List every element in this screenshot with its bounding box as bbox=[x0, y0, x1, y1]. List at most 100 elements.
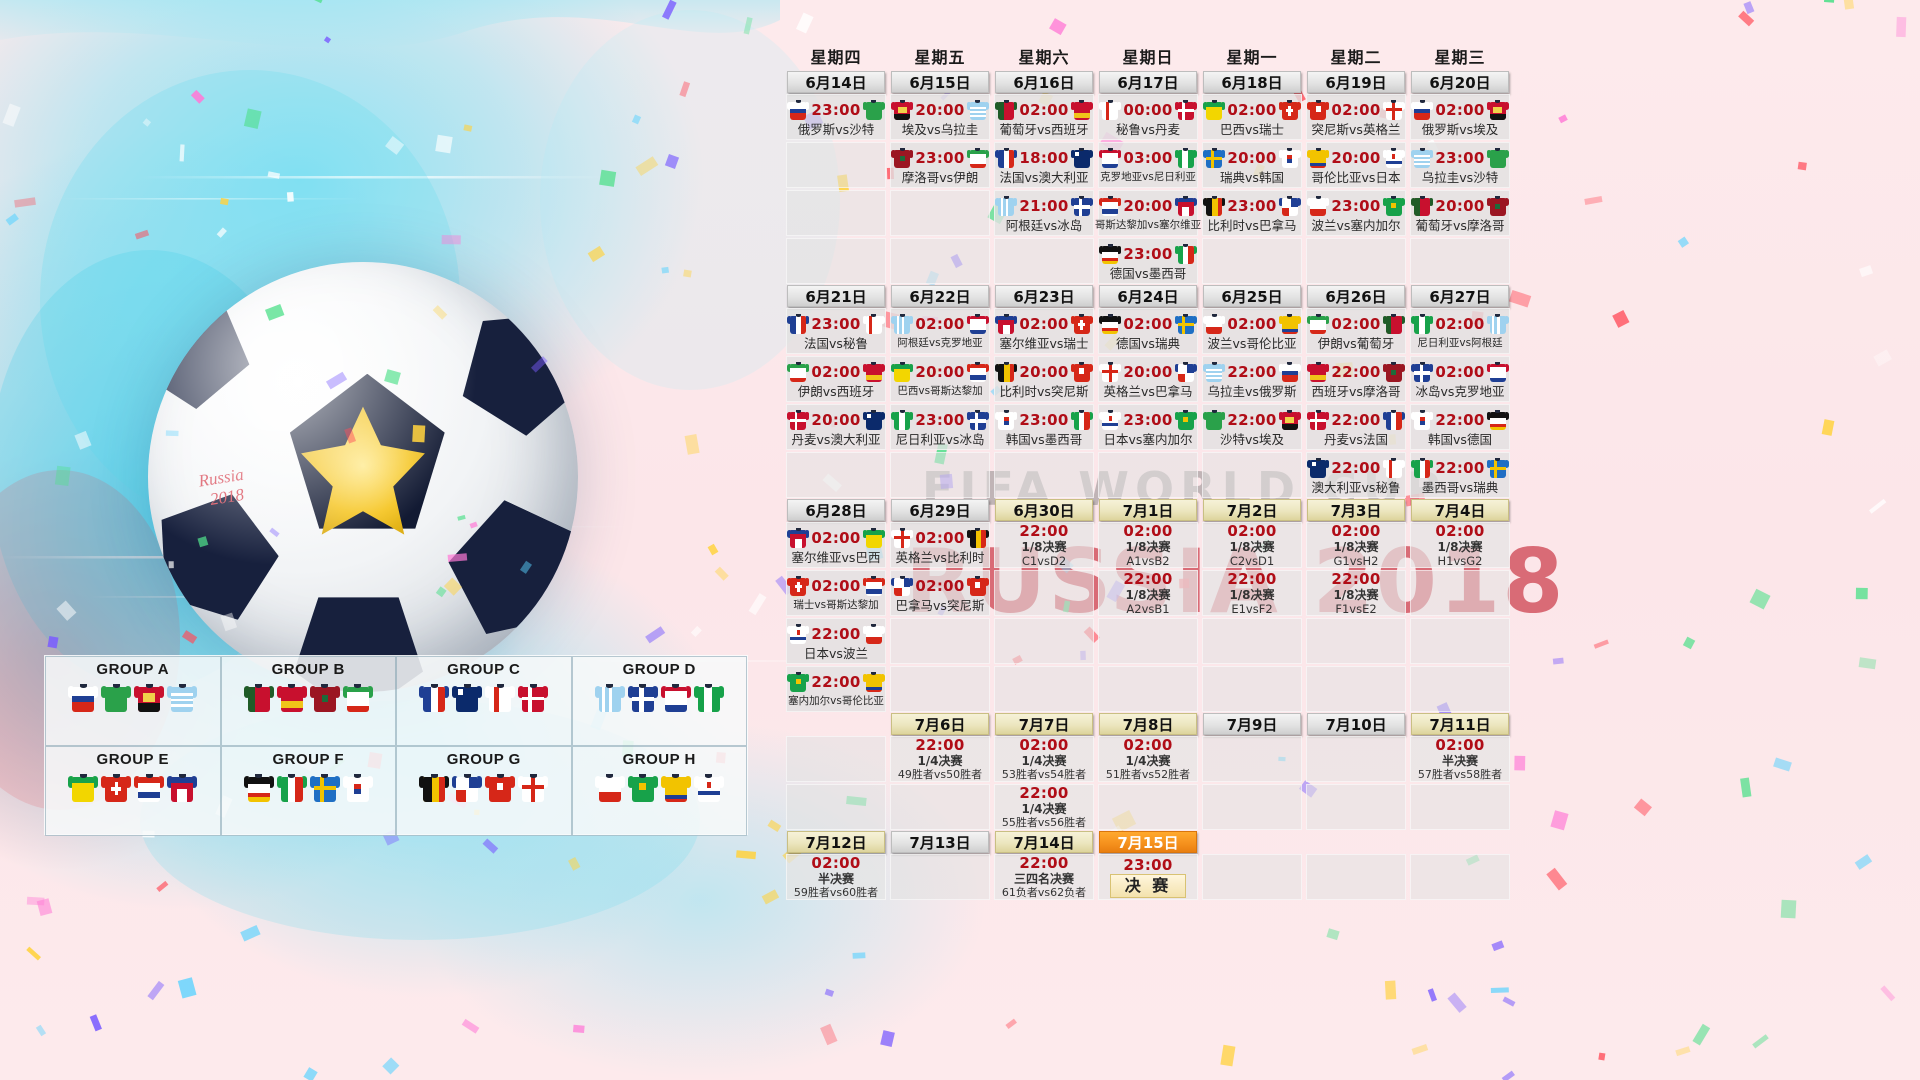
date-chip[interactable]: 6月16日 bbox=[995, 71, 1093, 93]
knockout-match[interactable]: 02:00 1/8决赛 C2vsD1 bbox=[1202, 522, 1302, 568]
group-match[interactable]: 02:00 塞尔维亚vs瑞士 bbox=[994, 308, 1094, 354]
group-match[interactable]: 23:00 乌拉圭vs沙特 bbox=[1410, 142, 1510, 188]
date-chip[interactable]: 7月12日 bbox=[787, 831, 885, 853]
final-match[interactable]: 23:00 决 赛 bbox=[1098, 854, 1198, 900]
group-box-b[interactable]: GROUP B bbox=[220, 656, 396, 746]
group-match[interactable]: 02:00 英格兰vs比利时 bbox=[890, 522, 990, 568]
group-match[interactable]: 02:00 塞尔维亚vs巴西 bbox=[786, 522, 886, 568]
date-chip[interactable]: 6月21日 bbox=[787, 285, 885, 307]
group-match[interactable]: 02:00 阿根廷vs克罗地亚 bbox=[890, 308, 990, 354]
group-match[interactable]: 02:00 波兰vs哥伦比亚 bbox=[1202, 308, 1302, 354]
date-chip[interactable]: 7月11日 bbox=[1411, 713, 1509, 735]
date-chip[interactable]: 7月13日 bbox=[891, 831, 989, 853]
group-match[interactable]: 22:00 沙特vs埃及 bbox=[1202, 404, 1302, 450]
group-match[interactable]: 20:00 巴西vs哥斯达黎加 bbox=[890, 356, 990, 402]
date-chip[interactable]: 7月15日 bbox=[1099, 831, 1197, 853]
knockout-match[interactable]: 22:00 1/8决赛 A2vsB1 bbox=[1098, 570, 1198, 616]
group-match[interactable]: 20:00 比利时vs突尼斯 bbox=[994, 356, 1094, 402]
date-chip[interactable]: 7月10日 bbox=[1307, 713, 1405, 735]
group-match[interactable]: 22:00 墨西哥vs瑞典 bbox=[1410, 452, 1510, 498]
group-match[interactable]: 23:00 韩国vs墨西哥 bbox=[994, 404, 1094, 450]
group-match[interactable]: 21:00 阿根廷vs冰岛 bbox=[994, 190, 1094, 236]
group-match[interactable]: 20:00 哥伦比亚vs日本 bbox=[1306, 142, 1406, 188]
group-box-h[interactable]: GROUP H bbox=[571, 746, 747, 836]
date-chip[interactable]: 7月3日 bbox=[1307, 499, 1405, 521]
group-match[interactable]: 02:00 巴拿马vs突尼斯 bbox=[890, 570, 990, 616]
knockout-match[interactable]: 22:00 三四名决赛 61负者vs62负者 bbox=[994, 854, 1094, 900]
group-match[interactable]: 18:00 法国vs澳大利亚 bbox=[994, 142, 1094, 188]
knockout-match[interactable]: 02:00 1/8决赛 H1vsG2 bbox=[1410, 522, 1510, 568]
group-match[interactable]: 23:00 比利时vs巴拿马 bbox=[1202, 190, 1302, 236]
date-chip[interactable]: 6月22日 bbox=[891, 285, 989, 307]
date-chip[interactable]: 6月25日 bbox=[1203, 285, 1301, 307]
group-match[interactable]: 22:00 丹麦vs法国 bbox=[1306, 404, 1406, 450]
knockout-match[interactable]: 02:00 1/8决赛 A1vsB2 bbox=[1098, 522, 1198, 568]
knockout-match[interactable]: 22:00 1/4决赛 55胜者vs56胜者 bbox=[994, 784, 1094, 830]
group-match[interactable]: 02:00 伊朗vs葡萄牙 bbox=[1306, 308, 1406, 354]
knockout-match[interactable]: 02:00 1/4决赛 53胜者vs54胜者 bbox=[994, 736, 1094, 782]
group-match[interactable]: 02:00 突尼斯vs英格兰 bbox=[1306, 94, 1406, 140]
group-match[interactable]: 02:00 瑞士vs哥斯达黎加 bbox=[786, 570, 886, 616]
group-match[interactable]: 02:00 伊朗vs西班牙 bbox=[786, 356, 886, 402]
date-chip[interactable]: 6月30日 bbox=[995, 499, 1093, 521]
knockout-match[interactable]: 02:00 半决赛 57胜者vs58胜者 bbox=[1410, 736, 1510, 782]
group-match[interactable]: 20:00 葡萄牙vs摩洛哥 bbox=[1410, 190, 1510, 236]
date-chip[interactable]: 6月14日 bbox=[787, 71, 885, 93]
group-match[interactable]: 22:00 乌拉圭vs俄罗斯 bbox=[1202, 356, 1302, 402]
date-chip[interactable]: 6月20日 bbox=[1411, 71, 1509, 93]
date-chip[interactable]: 6月15日 bbox=[891, 71, 989, 93]
date-chip[interactable]: 6月17日 bbox=[1099, 71, 1197, 93]
group-box-d[interactable]: GROUP D bbox=[571, 656, 747, 746]
knockout-match[interactable]: 02:00 1/4决赛 51胜者vs52胜者 bbox=[1098, 736, 1198, 782]
date-chip[interactable]: 7月2日 bbox=[1203, 499, 1301, 521]
knockout-match[interactable]: 02:00 半决赛 59胜者vs60胜者 bbox=[786, 854, 886, 900]
group-match[interactable]: 02:00 葡萄牙vs西班牙 bbox=[994, 94, 1094, 140]
date-chip[interactable]: 6月26日 bbox=[1307, 285, 1405, 307]
knockout-match[interactable]: 22:00 1/8决赛 E1vsF2 bbox=[1202, 570, 1302, 616]
group-match[interactable]: 23:00 法国vs秘鲁 bbox=[786, 308, 886, 354]
group-box-g[interactable]: GROUP G bbox=[396, 746, 572, 836]
date-chip[interactable]: 7月14日 bbox=[995, 831, 1093, 853]
group-match[interactable]: 23:00 摩洛哥vs伊朗 bbox=[890, 142, 990, 188]
date-chip[interactable]: 6月23日 bbox=[995, 285, 1093, 307]
group-match[interactable]: 02:00 巴西vs瑞士 bbox=[1202, 94, 1302, 140]
group-match[interactable]: 02:00 尼日利亚vs阿根廷 bbox=[1410, 308, 1510, 354]
group-match[interactable]: 22:00 西班牙vs摩洛哥 bbox=[1306, 356, 1406, 402]
group-match[interactable]: 00:00 秘鲁vs丹麦 bbox=[1098, 94, 1198, 140]
date-chip[interactable]: 7月4日 bbox=[1411, 499, 1509, 521]
group-match[interactable]: 02:00 冰岛vs克罗地亚 bbox=[1410, 356, 1510, 402]
date-chip[interactable]: 7月7日 bbox=[995, 713, 1093, 735]
knockout-match[interactable]: 02:00 1/8决赛 G1vsH2 bbox=[1306, 522, 1406, 568]
date-chip[interactable]: 7月9日 bbox=[1203, 713, 1301, 735]
group-box-a[interactable]: GROUP A bbox=[45, 656, 221, 746]
group-match[interactable]: 22:00 澳大利亚vs秘鲁 bbox=[1306, 452, 1406, 498]
group-match[interactable]: 03:00 克罗地亚vs尼日利亚 bbox=[1098, 142, 1198, 188]
group-match[interactable]: 20:00 丹麦vs澳大利亚 bbox=[786, 404, 886, 450]
group-box-c[interactable]: GROUP C bbox=[396, 656, 572, 746]
group-match[interactable]: 02:00 德国vs瑞典 bbox=[1098, 308, 1198, 354]
date-chip[interactable]: 7月8日 bbox=[1099, 713, 1197, 735]
date-chip[interactable]: 6月19日 bbox=[1307, 71, 1405, 93]
group-match[interactable]: 23:00 德国vs墨西哥 bbox=[1098, 238, 1198, 284]
group-match[interactable]: 22:00 塞内加尔vs哥伦比亚 bbox=[786, 666, 886, 712]
knockout-match[interactable]: 22:00 1/8决赛 C1vsD2 bbox=[994, 522, 1094, 568]
date-chip[interactable]: 7月1日 bbox=[1099, 499, 1197, 521]
date-chip[interactable]: 6月27日 bbox=[1411, 285, 1509, 307]
group-match[interactable]: 23:00 尼日利亚vs冰岛 bbox=[890, 404, 990, 450]
date-chip[interactable]: 6月29日 bbox=[891, 499, 989, 521]
knockout-match[interactable]: 22:00 1/4决赛 49胜者vs50胜者 bbox=[890, 736, 990, 782]
date-chip[interactable]: 6月18日 bbox=[1203, 71, 1301, 93]
group-match[interactable]: 20:00 埃及vs乌拉圭 bbox=[890, 94, 990, 140]
group-match[interactable]: 20:00 瑞典vs韩国 bbox=[1202, 142, 1302, 188]
group-match[interactable]: 20:00 英格兰vs巴拿马 bbox=[1098, 356, 1198, 402]
group-match[interactable]: 23:00 波兰vs塞内加尔 bbox=[1306, 190, 1406, 236]
group-match[interactable]: 23:00 日本vs塞内加尔 bbox=[1098, 404, 1198, 450]
group-match[interactable]: 22:00 韩国vs德国 bbox=[1410, 404, 1510, 450]
group-box-f[interactable]: GROUP F bbox=[220, 746, 396, 836]
group-box-e[interactable]: GROUP E bbox=[45, 746, 221, 836]
group-match[interactable]: 20:00 哥斯达黎加vs塞尔维亚 bbox=[1095, 190, 1201, 236]
group-match[interactable]: 22:00 日本vs波兰 bbox=[786, 618, 886, 664]
date-chip[interactable]: 6月28日 bbox=[787, 499, 885, 521]
date-chip[interactable]: 7月6日 bbox=[891, 713, 989, 735]
date-chip[interactable]: 6月24日 bbox=[1099, 285, 1197, 307]
